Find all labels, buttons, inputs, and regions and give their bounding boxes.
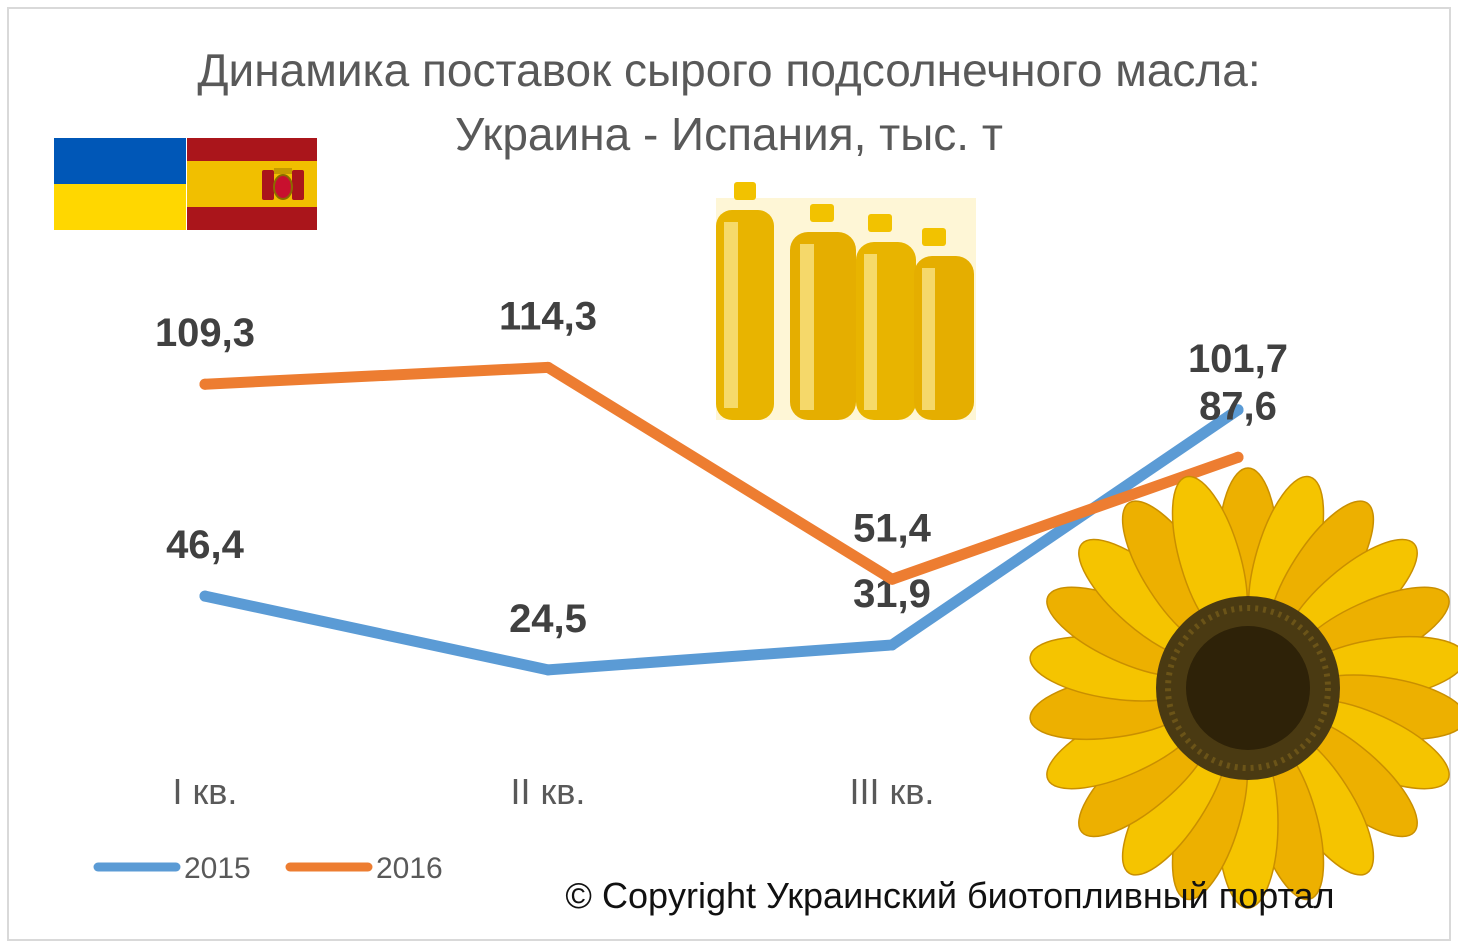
legend: 2015 2016 [93, 852, 443, 885]
data-point-2016 [886, 573, 898, 585]
legend-label-2015: 2015 [184, 852, 251, 885]
copyright-text: © Copyright Украинский биотопливный порт… [565, 875, 1334, 916]
data-point-2016 [199, 378, 211, 390]
x-tick-label: I кв. [173, 771, 238, 812]
data-point-2015 [199, 590, 211, 602]
data-point-2016 [542, 361, 554, 373]
sunflower-image [1029, 467, 1458, 909]
data-label-2015: 46,4 [166, 523, 245, 567]
chart-title-line1: Динамика поставок сырого подсолнечного м… [197, 44, 1260, 96]
chart-title-line2: Украина - Испания, тыс. т [455, 108, 1003, 160]
data-point-2016 [1232, 451, 1244, 463]
series-line-2015 [199, 404, 1244, 676]
x-tick-label: III кв. [850, 771, 935, 812]
data-label-2016: 51,4 [853, 506, 932, 550]
data-label-2016: 87,6 [1199, 384, 1277, 428]
data-point-2015 [886, 639, 898, 651]
data-label-2015: 101,7 [1188, 337, 1288, 381]
data-label-2016: 109,3 [155, 311, 255, 355]
data-label-2015: 24,5 [509, 597, 587, 641]
series-line-2016 [199, 361, 1244, 585]
data-point-2015 [1232, 404, 1244, 416]
data-point-2015 [542, 664, 554, 676]
spain-flag [187, 138, 317, 230]
data-label-2016: 114,3 [499, 294, 597, 338]
x-tick-label: II кв. [511, 771, 586, 812]
oil-bottles-image [716, 182, 976, 420]
legend-label-2016: 2016 [376, 852, 443, 885]
ukraine-flag [54, 138, 186, 230]
